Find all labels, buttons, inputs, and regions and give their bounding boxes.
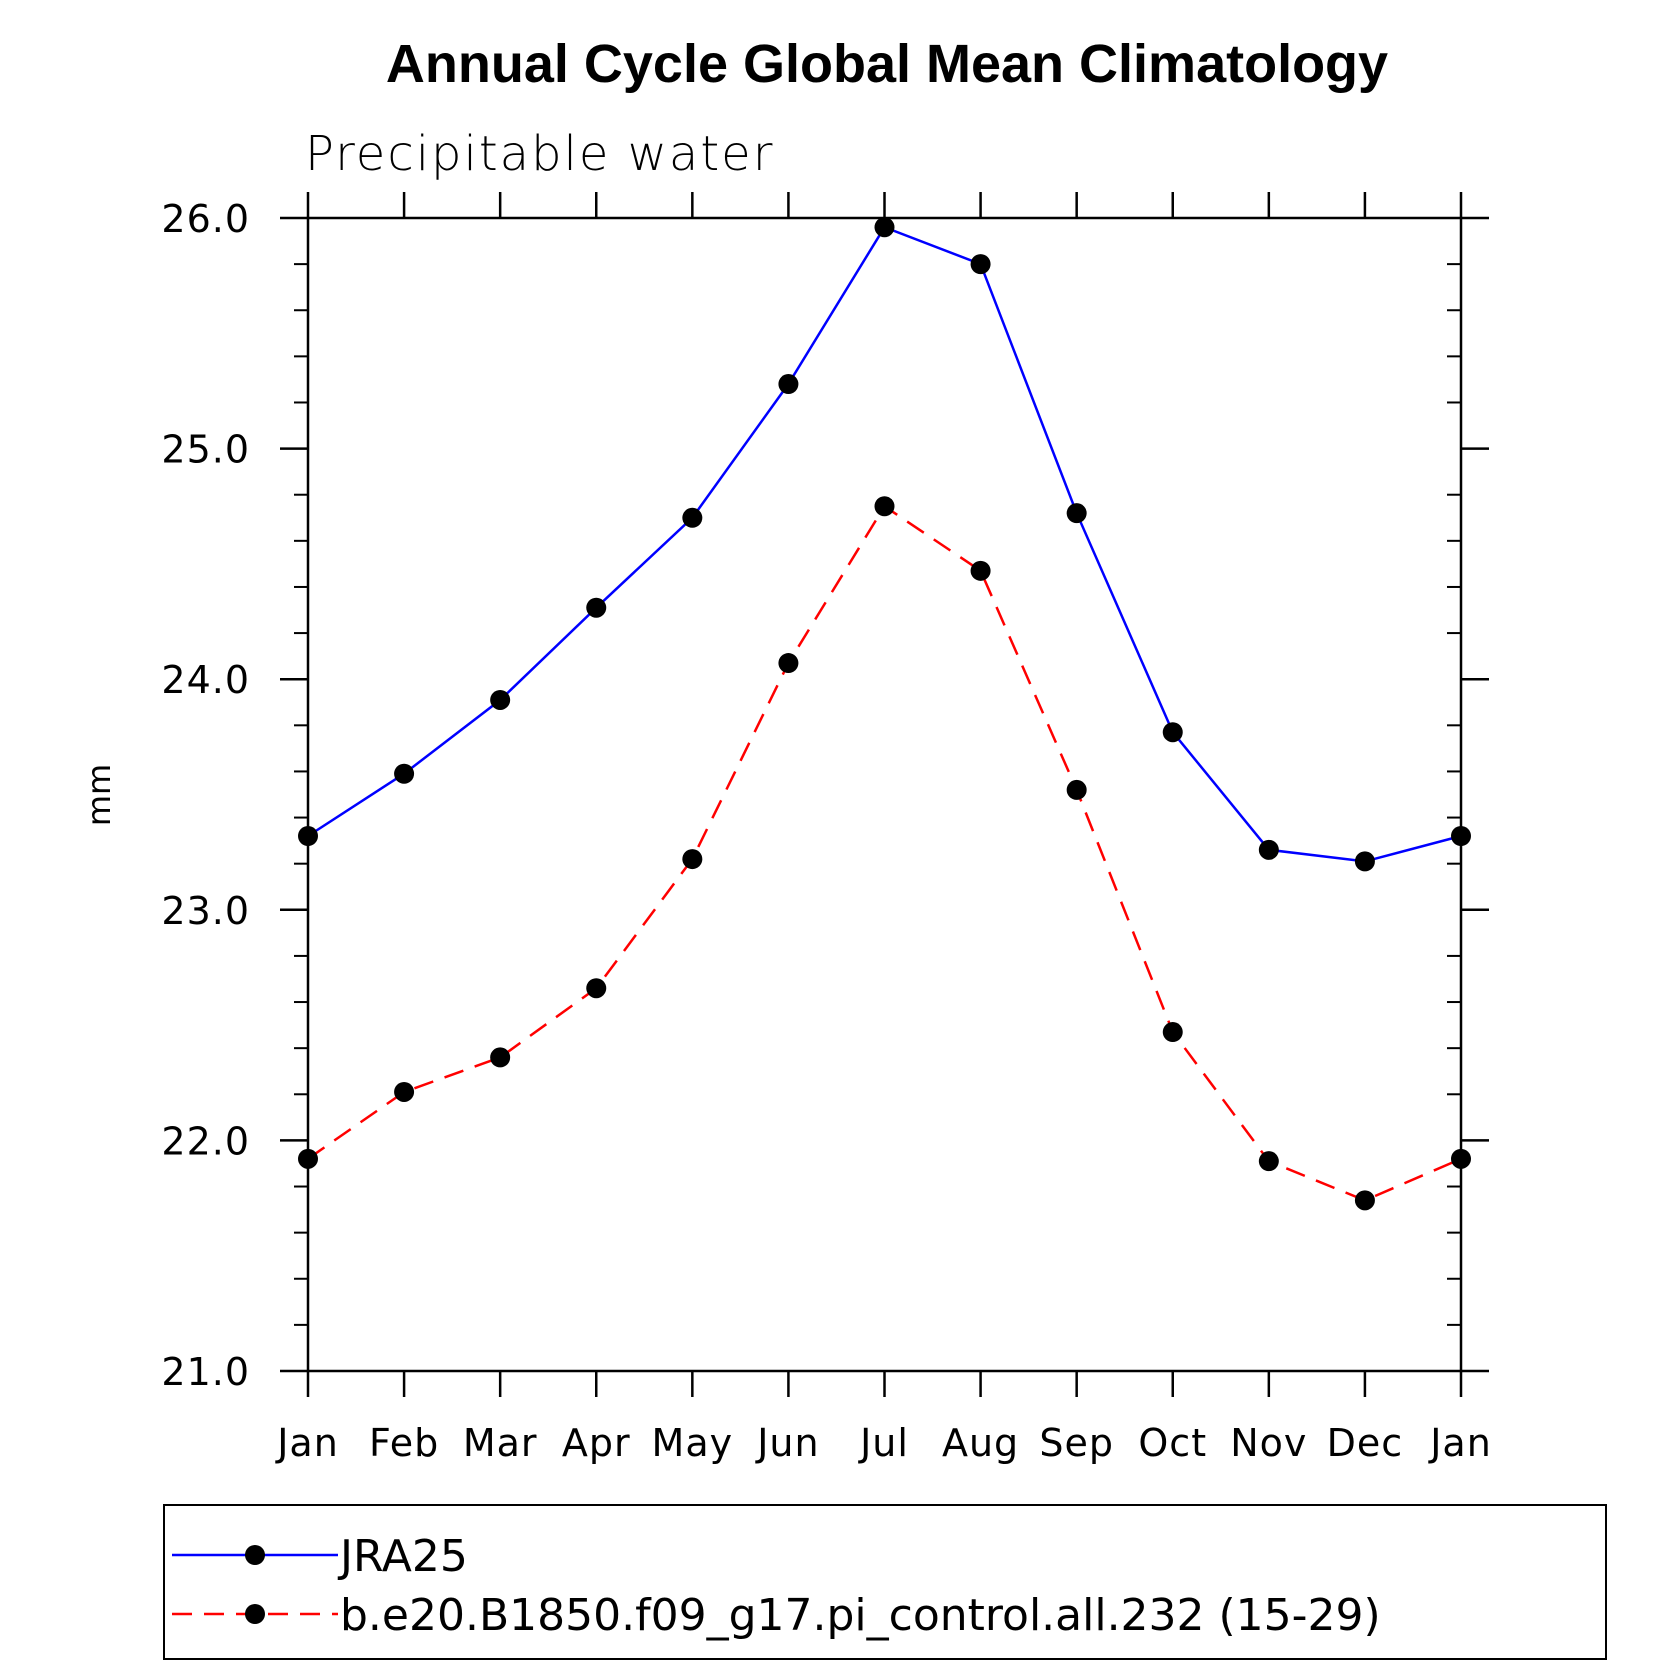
- x-tick-label: Apr: [562, 1421, 631, 1465]
- data-point: [298, 1148, 318, 1169]
- chart-subtitle: Precipitable water: [305, 126, 774, 182]
- data-point: [586, 597, 607, 618]
- data-point: [874, 217, 895, 238]
- data-point: [1258, 1151, 1279, 1172]
- x-tick-label: Nov: [1230, 1421, 1307, 1465]
- data-point: [298, 826, 318, 847]
- legend-box: [163, 1504, 1607, 1660]
- x-tick-label: Feb: [369, 1421, 439, 1465]
- x-tick-label: Jan: [275, 1421, 339, 1465]
- axis-ticks: [280, 192, 1489, 1397]
- data-point: [1066, 503, 1087, 524]
- data-point: [778, 653, 799, 674]
- x-tick-label: Oct: [1138, 1421, 1207, 1465]
- data-point: [874, 496, 895, 517]
- data-point: [682, 507, 703, 528]
- x-tick-label: Aug: [942, 1421, 1019, 1465]
- data-point: [778, 374, 799, 395]
- y-tick-label: 23.0: [161, 889, 250, 933]
- data-point: [394, 763, 415, 784]
- x-tick-label: Mar: [463, 1421, 538, 1465]
- data-point: [682, 849, 703, 870]
- data-point: [1354, 851, 1375, 872]
- y-tick-labels: 21.0 22.0 23.0 24.0 25.0 26.0: [161, 197, 250, 1394]
- legend: JRA25 b.e20.B1850.f09_g17.pi_control.all.…: [163, 1504, 1607, 1660]
- y-tick-label: 21.0: [161, 1350, 250, 1394]
- chart-title: Annual Cycle Global Mean Climatology: [386, 34, 1388, 94]
- x-tick-label: Jun: [755, 1421, 819, 1465]
- y-tick-label: 26.0: [161, 197, 250, 241]
- data-point: [586, 978, 607, 999]
- data-point: [1162, 722, 1183, 743]
- data-point: [970, 254, 991, 275]
- x-tick-label: Jan: [1428, 1421, 1492, 1465]
- legend-marker: [245, 1604, 265, 1624]
- x-tick-label: May: [652, 1421, 734, 1465]
- legend-marker: [245, 1545, 265, 1565]
- series-line: [307, 225, 1462, 863]
- plot-frame: [306, 216, 1463, 1373]
- data-point: [1162, 1022, 1183, 1043]
- legend-label: b.e20.B1850.f09_g17.pi_control.all.232 (…: [340, 1590, 1381, 1641]
- data-point: [490, 689, 511, 710]
- y-axis-label: mm: [80, 764, 118, 826]
- x-tick-label: Sep: [1039, 1421, 1114, 1465]
- y-tick-label: 25.0: [161, 428, 250, 472]
- data-point: [394, 1081, 415, 1102]
- y-tick-label: 24.0: [161, 658, 250, 702]
- data-series: [298, 217, 1471, 1211]
- x-tick-label: Dec: [1327, 1421, 1404, 1465]
- data-point: [490, 1047, 511, 1068]
- x-tick-label: Jul: [858, 1421, 909, 1465]
- x-tick-labels: Jan Feb Mar Apr May Jun Jul Aug Sep Oct Nov Dec Jan: [275, 1421, 1492, 1465]
- data-point: [1258, 839, 1279, 860]
- y-tick-label: 22.0: [161, 1119, 250, 1163]
- data-point: [1451, 1148, 1471, 1169]
- data-point: [1354, 1190, 1375, 1211]
- data-point: [970, 560, 991, 581]
- legend-label: JRA25: [337, 1531, 468, 1582]
- data-point: [1451, 826, 1471, 847]
- data-point: [1066, 779, 1087, 800]
